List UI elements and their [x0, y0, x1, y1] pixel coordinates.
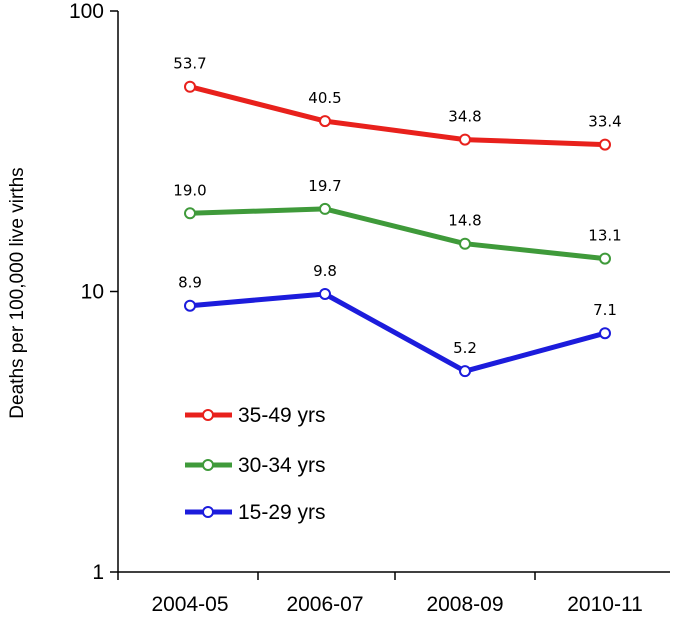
legend-marker: [202, 409, 214, 421]
data-point: [459, 133, 471, 146]
x-tick-label: 2008-09: [426, 593, 503, 616]
data-point: [184, 299, 196, 312]
data-point: [459, 365, 471, 378]
series-line: [189, 291, 606, 374]
data-point: [319, 287, 331, 300]
legend-marker: [202, 506, 214, 518]
legend-label: 35-49 yrs: [238, 404, 326, 427]
series-30-34-yrs: 19.0 19.7 14.8 13.1: [173, 177, 622, 265]
series-line: [189, 206, 606, 262]
data-label: 19.7: [308, 177, 341, 195]
data-label: 5.2: [453, 339, 477, 357]
data-label: 9.8: [313, 262, 337, 280]
legend-label: 30-34 yrs: [238, 454, 326, 477]
y-tick-label: 100: [69, 0, 104, 23]
data-point: [184, 80, 196, 93]
y-tick-label: 10: [81, 281, 104, 304]
data-point: [184, 207, 196, 220]
data-point: [599, 327, 611, 340]
y-tick-label: 1: [92, 561, 104, 584]
data-point: [319, 115, 331, 128]
data-label: 8.9: [178, 274, 202, 292]
x-tick-label: 2010-11: [567, 593, 643, 616]
data-label: 13.1: [588, 227, 621, 245]
y-axis-title: Deaths per 100,000 live virths: [7, 167, 28, 418]
data-point: [459, 237, 471, 250]
data-point: [599, 138, 611, 151]
data-point: [319, 202, 331, 215]
x-tick-label: 2006-07: [286, 593, 363, 616]
legend-marker: [202, 459, 214, 471]
data-label: 19.0: [173, 181, 206, 199]
data-label: 53.7: [173, 55, 206, 73]
data-label: 7.1: [593, 301, 617, 319]
data-label: 34.8: [448, 108, 481, 126]
series-line: [189, 84, 606, 148]
data-label: 40.5: [308, 89, 341, 107]
data-point: [599, 252, 611, 265]
x-tick-label: 2004-05: [151, 593, 228, 616]
series-35-49-yrs: 53.7 40.5 34.8 33.4: [173, 55, 622, 151]
legend: 35-49 yrs 30-34 yrs 15-29 yrs: [185, 404, 326, 524]
legend-label: 15-29 yrs: [238, 501, 326, 524]
data-label: 33.4: [588, 113, 621, 131]
data-label: 14.8: [448, 212, 481, 230]
series-15-29-yrs: 8.9 9.8 5.2 7.1: [178, 262, 617, 378]
